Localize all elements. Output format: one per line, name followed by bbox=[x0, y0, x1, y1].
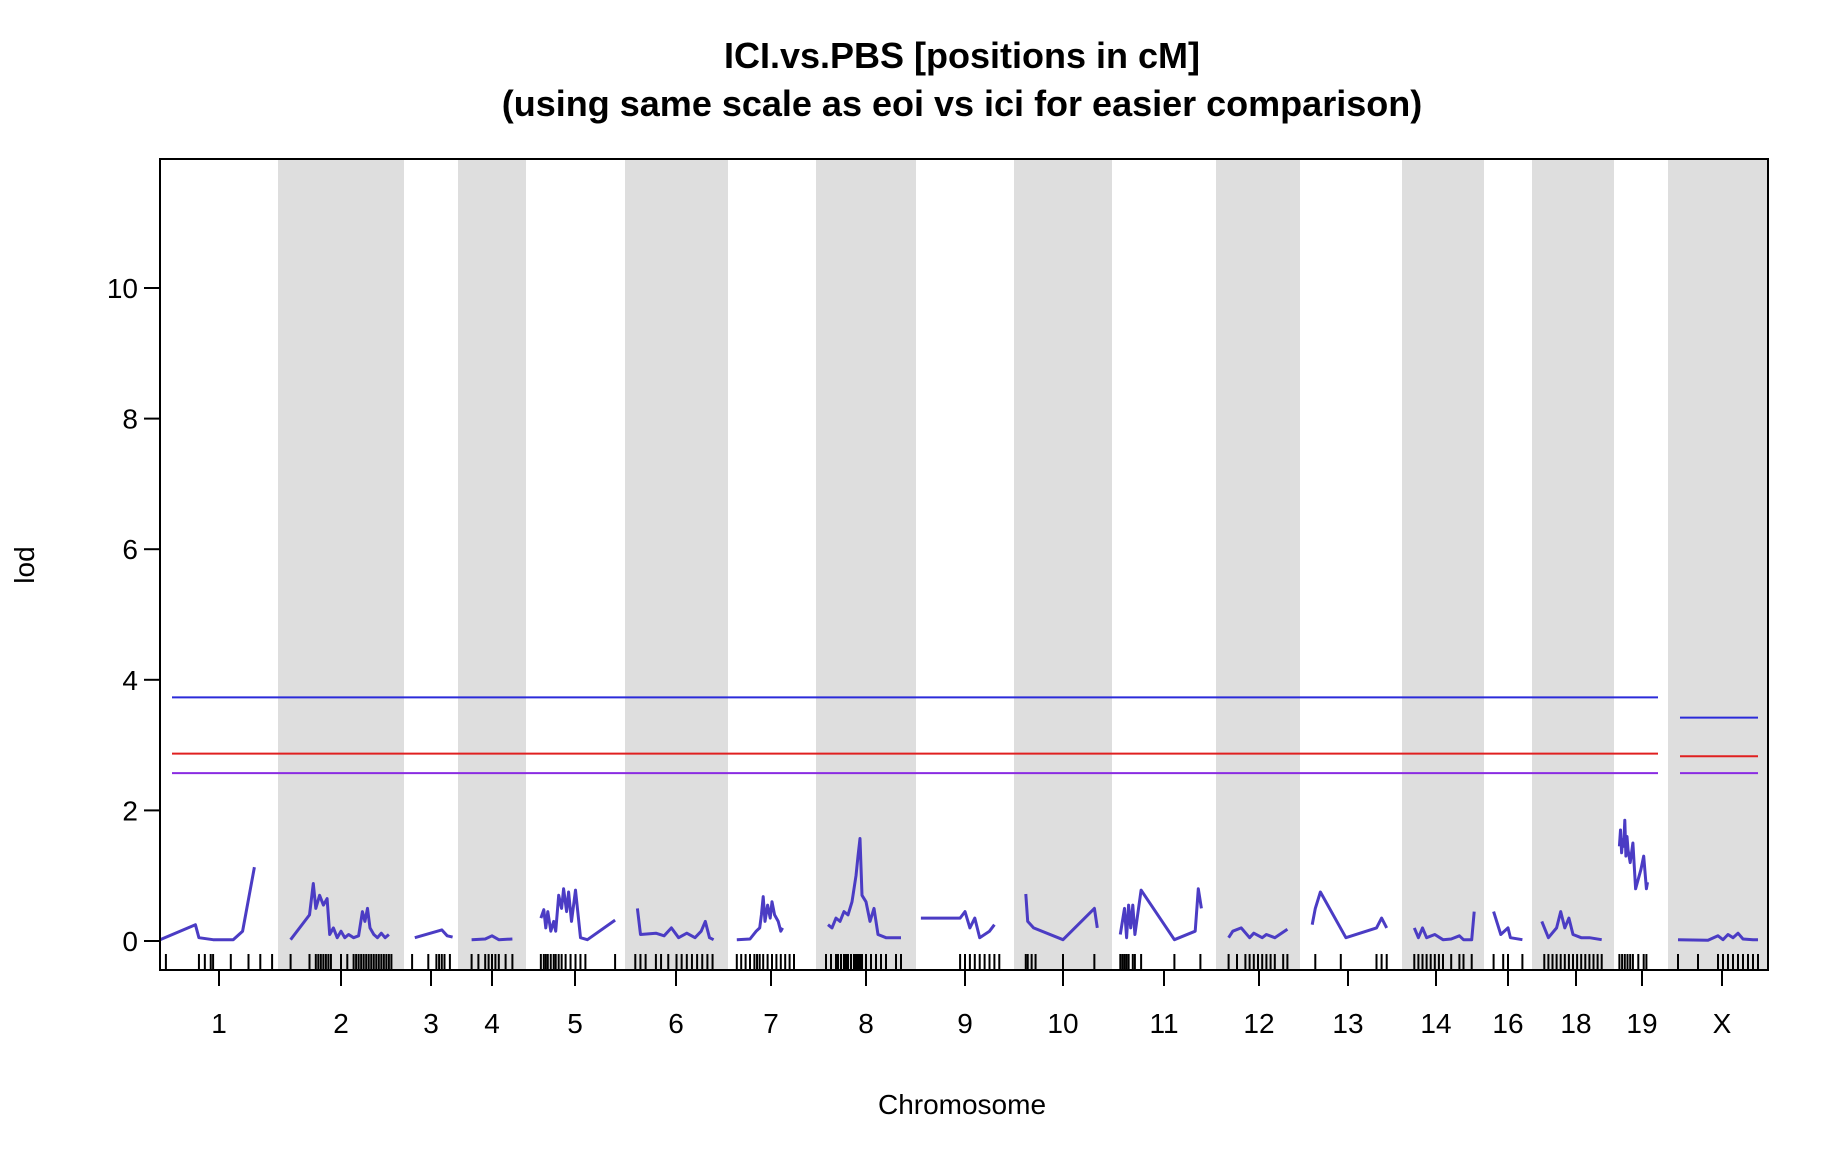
lod-curve-chr-19 bbox=[1617, 818, 1649, 891]
lod-curve-chr-14 bbox=[1412, 911, 1476, 942]
x-axis: 1 2 3 4 5 6 7 8 9 10 11 12 13 14 16 18 19 X bbox=[211, 970, 1732, 1039]
lod-curve-chr-13 bbox=[1310, 890, 1389, 940]
chart-subtitle: (using same scale as eoi vs ici for easi… bbox=[502, 83, 1422, 124]
y-tick-label: 4 bbox=[122, 665, 138, 696]
x-tick-label: 4 bbox=[484, 1008, 500, 1039]
x-tick-label: 9 bbox=[957, 1008, 973, 1039]
y-tick-label: 6 bbox=[122, 534, 138, 565]
x-tick-label: 5 bbox=[567, 1008, 583, 1039]
marker-rug bbox=[164, 954, 1759, 970]
lod-curve-chr-1 bbox=[159, 866, 256, 942]
chromosome-band-4 bbox=[458, 159, 526, 970]
lod-curve-chr-12 bbox=[1227, 926, 1289, 940]
lod-curve-chr-X bbox=[1677, 931, 1758, 942]
lod-curve-chr-2 bbox=[289, 882, 390, 941]
x-tick-label: 6 bbox=[668, 1008, 684, 1039]
x-tick-label: 2 bbox=[333, 1008, 349, 1039]
x-tick-label: 14 bbox=[1420, 1008, 1451, 1039]
lod-curve-chr-9 bbox=[920, 910, 996, 940]
lod-curves bbox=[159, 818, 1758, 942]
chromosome-band-18 bbox=[1532, 159, 1614, 970]
lod-curve-chr-7 bbox=[736, 895, 784, 942]
x-tick-label: 16 bbox=[1492, 1008, 1523, 1039]
y-axis: 0 2 4 6 8 10 bbox=[107, 273, 161, 957]
chromosome-band-X bbox=[1668, 159, 1768, 970]
lod-curve-chr-6 bbox=[635, 908, 715, 942]
y-axis-label: lod bbox=[9, 546, 40, 583]
lod-curve-chr-4 bbox=[471, 934, 513, 942]
threshold-lines bbox=[172, 696, 1758, 775]
x-tick-label: 19 bbox=[1626, 1008, 1657, 1039]
x-tick-label: 13 bbox=[1332, 1008, 1363, 1039]
y-tick-label: 2 bbox=[122, 795, 138, 826]
chart-title: ICI.vs.PBS [positions in cM] bbox=[724, 35, 1200, 76]
chromosome-band-2 bbox=[278, 159, 404, 970]
x-tick-label: 11 bbox=[1149, 1008, 1178, 1039]
chromosome-band-12 bbox=[1216, 159, 1300, 970]
x-axis-label: Chromosome bbox=[878, 1089, 1046, 1120]
chromosome-band-10 bbox=[1014, 159, 1112, 970]
y-tick-label: 0 bbox=[122, 926, 138, 957]
lod-curve-chr-5 bbox=[539, 887, 616, 942]
chromosome-bands bbox=[278, 159, 1768, 970]
y-tick-label: 10 bbox=[107, 273, 138, 304]
lod-curve-chr-11 bbox=[1118, 887, 1203, 942]
x-tick-label: 1 bbox=[211, 1008, 227, 1039]
lod-curve-chr-18 bbox=[1540, 910, 1602, 942]
chromosome-band-6 bbox=[625, 159, 728, 970]
lod-curve-chr-3 bbox=[414, 928, 453, 940]
lod-curve-chr-10 bbox=[1024, 893, 1099, 942]
chromosome-band-8 bbox=[816, 159, 916, 970]
x-tick-label: 8 bbox=[858, 1008, 874, 1039]
x-tick-label: 3 bbox=[423, 1008, 439, 1039]
x-tick-label: 18 bbox=[1560, 1008, 1591, 1039]
x-tick-label: 10 bbox=[1047, 1008, 1078, 1039]
x-tick-label: X bbox=[1713, 1008, 1732, 1039]
chromosome-band-14 bbox=[1402, 159, 1484, 970]
x-tick-label: 12 bbox=[1243, 1008, 1274, 1039]
lod-curve-chr-8 bbox=[827, 837, 901, 940]
x-tick-label: 7 bbox=[763, 1008, 779, 1039]
lod-curve-chr-16 bbox=[1492, 911, 1523, 942]
y-tick-label: 8 bbox=[122, 404, 138, 435]
